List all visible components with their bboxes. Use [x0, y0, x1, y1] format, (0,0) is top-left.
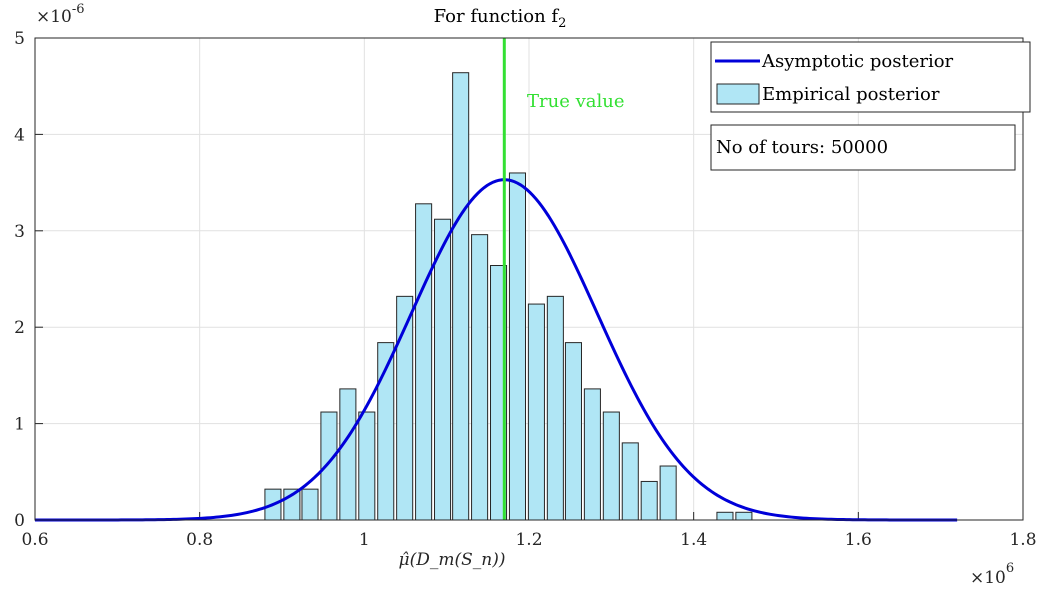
- histogram-bar: [358, 411, 376, 521]
- y-multiplier-base: ×10: [36, 7, 72, 27]
- histogram-bar: [659, 465, 677, 521]
- legend: Asymptotic posterior Empirical posterior: [710, 41, 1031, 113]
- x-multiplier-exp: 6: [1006, 561, 1014, 576]
- x-multiplier-base: ×10: [970, 568, 1006, 588]
- histogram-bar: [415, 203, 433, 521]
- y-tick-label: 1: [14, 415, 25, 435]
- title-subscript: 2: [558, 16, 566, 31]
- histogram-bar: [320, 411, 338, 521]
- histogram-bar: [564, 342, 582, 521]
- asymptotic-curve-line: [35, 178, 958, 522]
- legend-item-empirical: Empirical posterior: [762, 84, 940, 105]
- y-multiplier-exp: -6: [72, 2, 85, 17]
- x-multiplier: ×106: [970, 561, 1014, 588]
- y-tick-label: 0: [14, 511, 25, 531]
- legend-box: [710, 41, 1031, 113]
- x-tick-label: 1.6: [845, 530, 872, 550]
- histogram-bar: [339, 388, 357, 521]
- annotation-text: No of tours: 50000: [716, 137, 888, 158]
- asymptotic-curve: [35, 178, 958, 522]
- histogram-bar: [583, 388, 601, 521]
- x-tick-label: 1.4: [680, 530, 707, 550]
- histogram-bar: [716, 511, 734, 521]
- x-tick-labels: 0.6 0.8 1 1.2 1.4 1.6 1.8: [21, 530, 1036, 550]
- y-tick-label: 2: [14, 318, 25, 338]
- histogram-bar: [546, 295, 564, 521]
- x-tick-label: 1.2: [515, 530, 542, 550]
- histogram-bar: [471, 234, 489, 521]
- x-tick-label: 0.8: [186, 530, 213, 550]
- annotation-box: No of tours: 50000: [710, 124, 1016, 171]
- y-tick-label: 4: [14, 125, 25, 145]
- axes-box: [34, 37, 1024, 521]
- y-tick-labels: 0 1 2 3 4 5: [14, 29, 25, 531]
- histogram-bar: [527, 303, 545, 521]
- histogram-bars: [264, 72, 753, 521]
- y-tick-label: 3: [14, 222, 25, 242]
- chart-title: For function f2: [434, 6, 567, 31]
- title-text: For function f: [434, 6, 560, 27]
- histogram-bar: [301, 488, 319, 521]
- histogram-bar: [452, 72, 470, 521]
- histogram-bar: [735, 511, 753, 521]
- x-axis-label: μ̂(D_m(S_n)): [399, 550, 506, 570]
- x-tick-label: 1.8: [1009, 530, 1036, 550]
- y-tick-label: 5: [14, 29, 25, 49]
- histogram-bar: [621, 442, 639, 521]
- histogram-bar: [508, 172, 527, 521]
- annotation-frame: [710, 124, 1016, 171]
- y-multiplier: ×10-6: [36, 2, 85, 27]
- legend-bar-swatch: [716, 83, 760, 105]
- x-tick-label: 1: [359, 530, 370, 550]
- histogram-bar: [434, 218, 452, 521]
- histogram-bar: [602, 411, 620, 521]
- legend-item-asymptotic: Asymptotic posterior: [761, 51, 954, 72]
- histogram-bar: [640, 480, 658, 521]
- x-tick-label: 0.6: [21, 530, 48, 550]
- true-value-label: True value: [527, 91, 624, 112]
